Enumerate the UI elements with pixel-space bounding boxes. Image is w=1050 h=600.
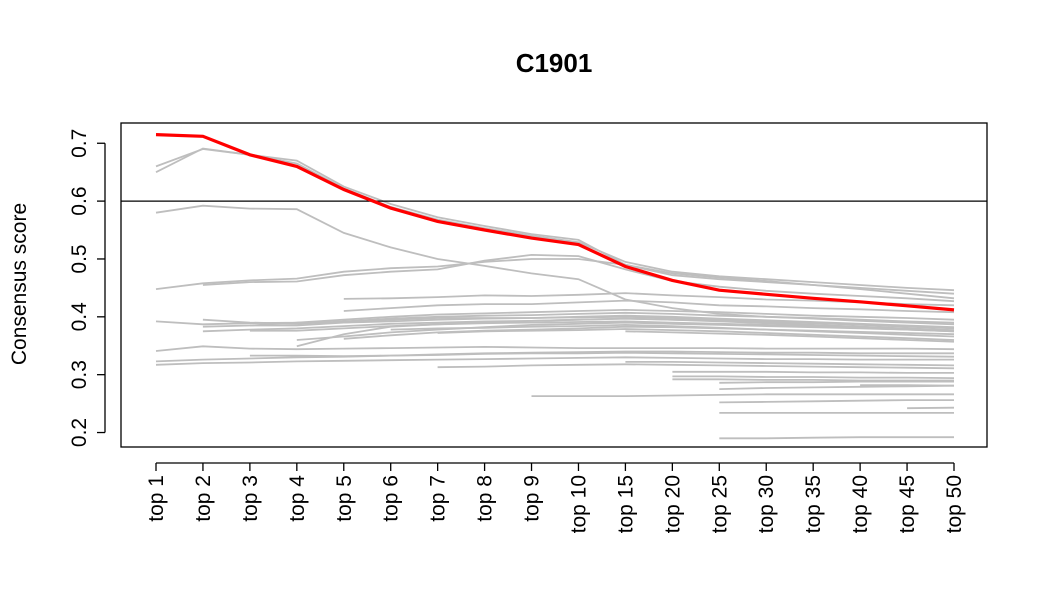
highlight-series-group: [155, 133, 955, 312]
x-tick-label: top 20: [661, 475, 684, 533]
background-series-line-3: [155, 204, 955, 326]
background-series-line-33: [719, 399, 954, 404]
y-axis: 0.2 0.3 0.4 0.5 0.6 0.7: [68, 129, 106, 447]
x-tick-label: top 1: [145, 475, 168, 522]
background-series-line-22: [155, 356, 954, 366]
background-series-group: [155, 147, 955, 440]
background-series-line-5: [202, 253, 955, 303]
background-series-line-23: [249, 351, 955, 358]
background-series-line-2: [155, 148, 955, 292]
x-tick-label: top 2: [192, 475, 215, 522]
background-series-line-32: [531, 393, 954, 398]
background-series-line-31: [860, 384, 955, 387]
x-tick-label: top 8: [474, 475, 497, 522]
background-series-line-17: [390, 323, 955, 338]
chart-title: C1901: [516, 48, 593, 78]
background-series-line-35: [907, 406, 955, 410]
y-tick-label: 0.5: [68, 244, 91, 273]
background-series-line-14: [296, 317, 955, 348]
background-series-line-27: [672, 375, 955, 379]
background-series-line-18: [437, 328, 955, 341]
background-series-line-1: [155, 147, 955, 295]
x-tick-label: top 25: [708, 475, 731, 533]
x-tick-label: top 45: [896, 475, 919, 533]
x-tick-label: top 3: [239, 475, 262, 522]
x-tick-label: top 7: [427, 475, 450, 522]
y-tick-label: 0.2: [68, 418, 91, 447]
x-tick-label: top 4: [286, 475, 309, 522]
background-series-line-24: [437, 363, 955, 370]
background-series-line-28: [672, 378, 954, 382]
background-series-line-4: [155, 258, 955, 300]
background-series-line-7: [343, 299, 955, 314]
x-tick-label: top 15: [614, 475, 637, 533]
background-series-line-25: [625, 360, 955, 367]
background-series-line-20: [155, 345, 955, 352]
plot-frame: [120, 122, 988, 448]
background-series-line-19: [625, 330, 955, 343]
y-axis-label: Consensus score: [8, 203, 31, 365]
x-tick-label: top 10: [568, 475, 591, 533]
y-tick-label: 0.6: [68, 186, 91, 215]
x-axis: top 1 top 2 top 3 top 4 top 5 top 6 top 7 top 8…: [145, 462, 966, 533]
highlight-series-line: [155, 133, 955, 312]
x-tick-label: top 30: [755, 475, 778, 533]
x-tick-label: top 40: [849, 475, 872, 533]
x-tick-label: top 5: [333, 475, 356, 522]
y-tick-label: 0.4: [68, 302, 91, 332]
y-tick-label: 0.7: [68, 129, 91, 158]
x-tick-label: top 50: [943, 475, 966, 533]
background-series-line-15: [296, 321, 955, 341]
background-series-line-36: [719, 436, 954, 440]
background-series-line-29: [719, 380, 954, 384]
x-tick-label: top 6: [380, 475, 403, 522]
y-tick-label: 0.3: [68, 360, 91, 389]
x-tick-label: top 9: [521, 475, 544, 522]
background-series-line-26: [672, 370, 954, 374]
background-series-line-30: [719, 384, 955, 390]
x-tick-label: top 35: [802, 475, 825, 533]
